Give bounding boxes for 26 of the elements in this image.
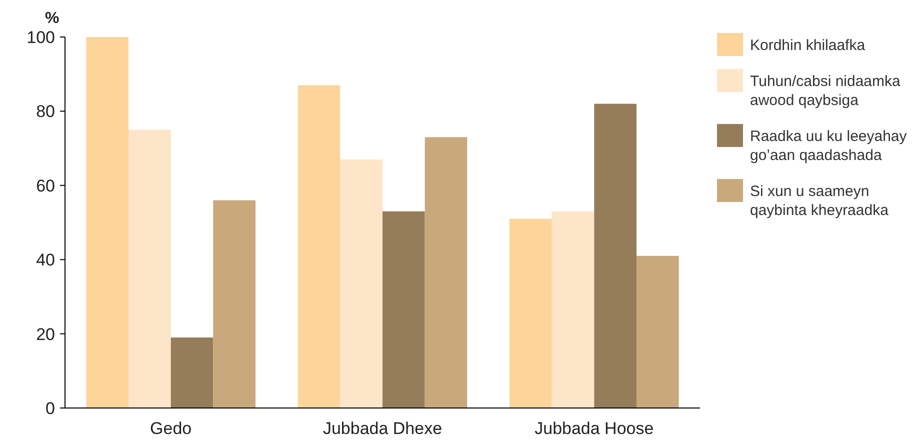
- bar: [128, 130, 171, 408]
- y-tick-label: 0: [46, 398, 55, 418]
- bar: [382, 211, 425, 408]
- bar: [636, 256, 679, 408]
- y-tick-label: 100: [26, 28, 55, 47]
- y-tick-label: 60: [36, 176, 55, 196]
- bar: [594, 104, 636, 408]
- y-axis-title: %: [45, 10, 60, 27]
- legend-label: Tuhun/cabsi nidaamka awood qaybsiga: [750, 73, 902, 109]
- bar: [424, 137, 468, 408]
- bar: [213, 200, 256, 408]
- legend-label: Kordhin khilaafka: [750, 37, 866, 54]
- x-tick-label: Jubbada Dhexe: [322, 419, 442, 438]
- bar: [510, 218, 552, 408]
- legend-label: Raadka uu ku leeyahay go’aan qaadashada: [750, 128, 908, 164]
- bar: [170, 338, 214, 408]
- x-tick-label: Gedo: [150, 419, 192, 438]
- y-tick-label: 80: [36, 102, 55, 122]
- bar: [552, 211, 594, 408]
- y-tick-label: 40: [36, 250, 55, 270]
- bar: [340, 159, 382, 408]
- y-tick-label: 20: [36, 324, 55, 344]
- bar: [86, 37, 128, 408]
- bar: [298, 85, 340, 408]
- x-tick-label: Jubbada Hoose: [534, 419, 654, 438]
- legend-label: Si xun u saameyn qaybinta kheyraadka: [750, 183, 890, 219]
